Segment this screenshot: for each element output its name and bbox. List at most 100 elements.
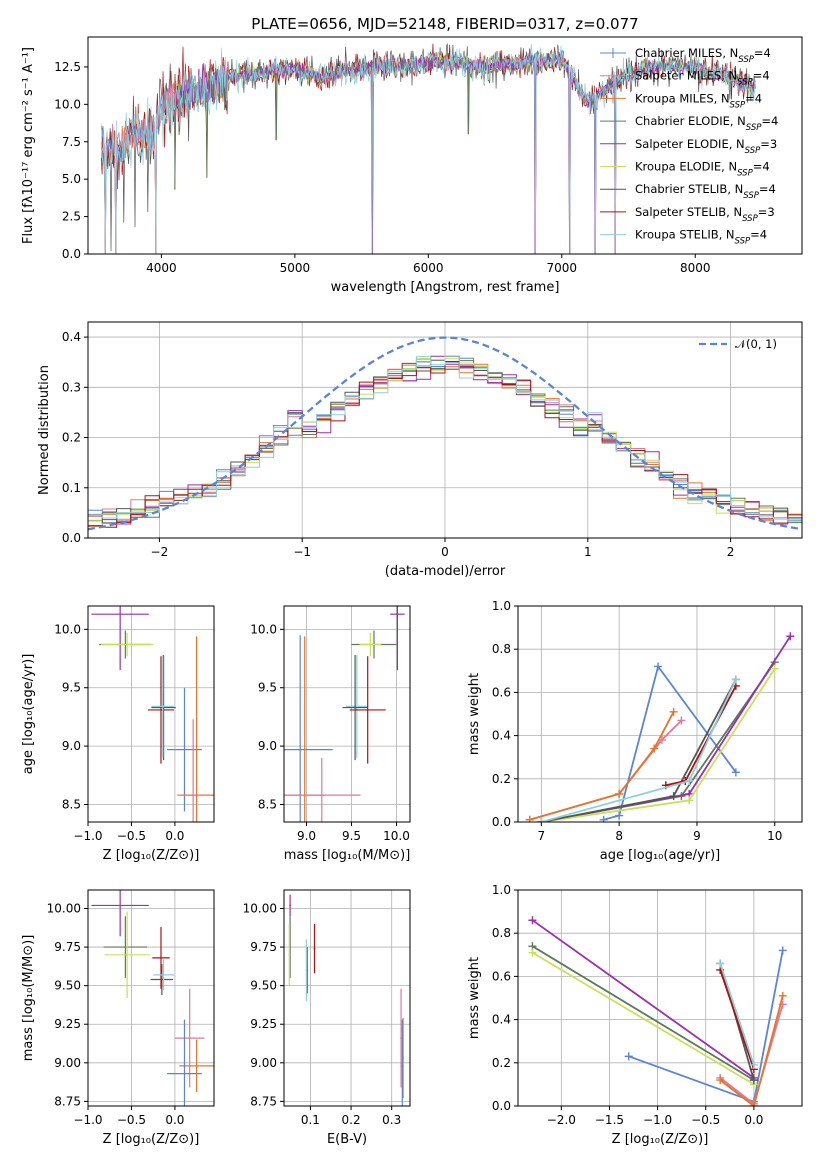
panel-massweight-vs-Z: −2.0 −1.5 −1.0 −0.5 0.0 0.0 0.2 0.4 0.6 0.8 1.0 Z [… [467,883,803,1147]
y-tick-label: 7.5 [62,135,81,149]
x-axis-label: E(B-V) [327,1132,367,1147]
x-tick-label: 0.0 [744,1113,763,1127]
y-tick-label: 10.0 [54,622,81,636]
y-tick-label: 9.00 [250,1056,277,1070]
y-tick-label: 9.0 [62,739,81,753]
gaussian-curve [88,336,802,531]
panel-mass-vs-Z: −1.0 −0.5 0.0 8.75 9.00 9.25 9.50 9.75 10.00 Z [l… [21,889,215,1147]
panel-age-vs-mass: 9.0 9.5 10.0 8.5 9.0 9.5 10.0 mass [log₁₀(M/M⊙)… [250,605,411,863]
x-tick-label: 10 [767,829,782,843]
x-tick-label: 0.3 [382,1113,401,1127]
axes-frame [517,889,803,1107]
legend-entry: Salpeter ELODIE, NSSP=3 [635,137,777,156]
y-axis-label: age [log₁₀(age/yr)] [21,654,36,775]
series-point [677,716,686,725]
x-tick-label: 6000 [413,261,444,275]
x-tick-label: 0.2 [342,1113,361,1127]
series-point [778,991,787,1000]
chart-title: PLATE=0656, MJD=52148, FIBERID=0317, z=0… [251,15,638,33]
series-point [650,744,659,753]
plot-area [525,632,795,822]
spectrum-series [100,43,756,254]
series-point [624,1052,633,1061]
y-tick-label: 10.00 [47,902,81,916]
axes: 7 8 9 10 0.0 0.2 0.4 0.6 0.8 1.0 age [log₁₀(age/yr… [467,599,803,863]
y-tick-label: 0.2 [62,431,81,445]
x-tick-label: 4000 [146,261,177,275]
x-axis-label: mass [log₁₀(M/M⊙)] [284,848,411,863]
y-tick-label: 5.0 [62,172,81,186]
series-point [716,959,725,968]
axes: 9.0 9.5 10.0 8.5 9.0 9.5 10.0 mass [log₁₀(M/M⊙)… [250,605,411,863]
y-tick-label: 9.00 [54,1056,81,1070]
x-tick-label: 1 [584,545,592,559]
y-tick-label: 0.0 [62,531,81,545]
y-tick-label: 0.4 [62,330,81,344]
panel-massweight-vs-age: 7 8 9 10 0.0 0.2 0.4 0.6 0.8 1.0 age [log₁₀(age/yr… [467,599,803,863]
series-point [778,946,787,955]
y-tick-label: 0.3 [62,380,81,394]
x-tick-label: 7 [538,829,546,843]
series-point [731,675,740,684]
y-tick-label: 9.5 [62,681,81,695]
series-point [615,789,624,798]
series-point [599,815,608,822]
axes: −2 −1 0 1 2 0.0 0.1 0.2 0.3 0.4 (data-model)/error… [37,321,803,579]
x-tick-label: −1.0 [73,1113,102,1127]
series-point [749,1076,758,1085]
y-tick-label: 9.75 [54,940,81,954]
series-point [528,916,537,925]
y-tick-label: 1.0 [492,599,511,613]
plot-area [91,606,214,822]
series-line [531,951,755,1086]
x-tick-label: −2.0 [547,1113,576,1127]
plot-area [100,42,756,254]
histogram-series [88,361,802,538]
plot-area [91,890,214,1106]
y-tick-label: 9.50 [250,979,277,993]
x-tick-label: 0.0 [165,1113,184,1127]
axes-frame [87,36,803,255]
axes: −1.0 −0.5 0.0 8.75 9.00 9.25 9.50 9.75 10.00 Z [l… [21,889,215,1147]
series-point [669,707,678,716]
y-tick-label: 9.75 [250,940,277,954]
series-line [719,995,784,1106]
y-tick-label: 0.8 [492,642,511,656]
y-tick-label: 8.5 [258,797,277,811]
x-tick-label: 9.5 [342,829,361,843]
series-point [770,664,779,673]
series-line [529,711,675,821]
x-axis-label: wavelength [Angstrom, rest frame] [331,280,560,295]
legend-entry: Kroupa STELIB, NSSP=4 [635,228,767,247]
x-tick-label: 8000 [680,261,711,275]
x-tick-label: 0.0 [165,829,184,843]
plot-area [288,894,404,1106]
x-tick-label: 10.0 [383,829,410,843]
y-axis-label: Flux [fλ10⁻¹⁷ erg cm⁻² s⁻¹ A⁻¹] [21,47,36,244]
series-point [749,1102,758,1106]
series-point [615,811,624,820]
histogram-series [88,355,802,538]
legend-entry: Salpeter MILES, NSSP=4 [635,69,770,88]
x-axis-label: Z [log₁₀(Z/Z⊙)] [612,1132,709,1147]
series-point [685,796,694,805]
y-tick-label: 0.0 [492,1099,511,1113]
panel-residuals: −2 −1 0 1 2 0.0 0.1 0.2 0.3 0.4 (data-model)/error… [37,321,803,579]
y-tick-label: 0.6 [492,969,511,983]
series-point [749,1060,758,1069]
axes: 0.1 0.2 0.3 8.75 9.00 9.25 9.50 9.75 10.00 E(B-V) [243,889,411,1147]
panel-mass-vs-EBV: 0.1 0.2 0.3 8.75 9.00 9.25 9.50 9.75 10.00 E(B-V) [243,889,411,1147]
y-tick-label: 10.00 [243,902,277,916]
series-point [786,632,795,641]
y-axis-label: mass weight [467,957,482,1039]
x-tick-label: −1 [293,545,311,559]
series-line [603,664,737,821]
x-tick-label: −2 [151,545,169,559]
y-tick-label: 0.0 [492,815,511,829]
axes: −1.0 −0.5 0.0 8.5 9.0 9.5 10.0 Z [log₁₀(Z/Z⊙)] a… [21,605,215,863]
y-tick-label: 8.5 [62,797,81,811]
axes-frame [283,889,411,1107]
series-point [525,815,534,822]
y-tick-label: 8.75 [250,1094,277,1108]
